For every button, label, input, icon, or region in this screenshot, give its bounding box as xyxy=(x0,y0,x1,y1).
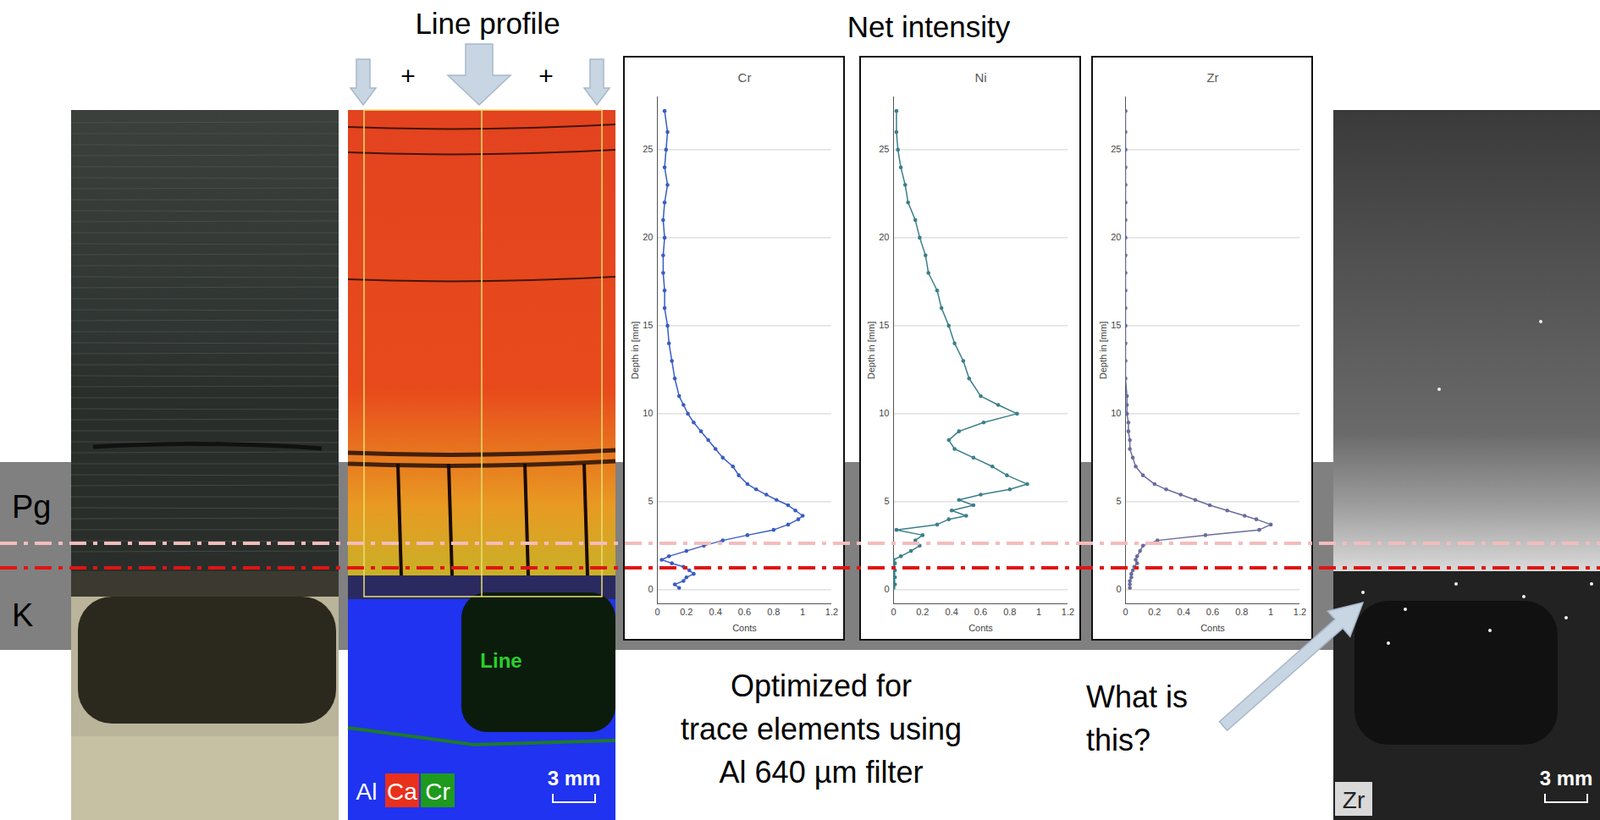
svg-text:Cr: Cr xyxy=(424,778,451,806)
svg-text:0: 0 xyxy=(654,606,660,618)
svg-text:20: 20 xyxy=(1110,231,1121,243)
svg-text:1: 1 xyxy=(800,606,806,618)
svg-text:0.8: 0.8 xyxy=(1235,606,1248,618)
svg-text:15: 15 xyxy=(642,320,653,331)
svg-text:1.2: 1.2 xyxy=(1293,606,1307,618)
svg-text:Zr: Zr xyxy=(1342,787,1365,814)
svg-text:15: 15 xyxy=(1110,320,1121,331)
svg-text:0.4: 0.4 xyxy=(1177,606,1191,618)
svg-text:15: 15 xyxy=(878,320,889,331)
svg-text:Depth in [mm]: Depth in [mm] xyxy=(866,321,877,380)
svg-text:Conts: Conts xyxy=(1200,623,1225,634)
svg-text:1: 1 xyxy=(1036,606,1042,618)
svg-text:10: 10 xyxy=(878,408,889,419)
svg-text:Pg: Pg xyxy=(11,489,51,525)
svg-text:1.2: 1.2 xyxy=(825,606,839,618)
svg-text:0: 0 xyxy=(1122,606,1128,618)
svg-text:Al: Al xyxy=(356,778,378,806)
svg-text:Line profile: Line profile xyxy=(414,6,560,40)
svg-text:Optimized for: Optimized for xyxy=(730,668,912,704)
svg-text:K: K xyxy=(11,597,34,634)
svg-text:0.2: 0.2 xyxy=(679,606,693,618)
svg-text:0.8: 0.8 xyxy=(1003,606,1016,618)
svg-text:Conts: Conts xyxy=(968,623,994,634)
svg-text:this?: this? xyxy=(1086,722,1151,758)
svg-text:0.6: 0.6 xyxy=(1206,606,1220,618)
svg-text:5: 5 xyxy=(883,496,889,507)
svg-text:Zr: Zr xyxy=(1206,70,1219,85)
svg-text:Ni: Ni xyxy=(974,70,987,85)
svg-text:Conts: Conts xyxy=(732,623,757,634)
svg-text:Cr: Cr xyxy=(738,70,752,85)
svg-text:25: 25 xyxy=(1110,143,1121,155)
svg-text:0.6: 0.6 xyxy=(974,606,988,618)
svg-text:3 mm: 3 mm xyxy=(547,766,602,790)
svg-text:+: + xyxy=(538,61,554,90)
svg-text:20: 20 xyxy=(878,231,889,243)
svg-text:0.4: 0.4 xyxy=(945,606,959,618)
svg-text:Al 640 µm filter: Al 640 µm filter xyxy=(719,755,924,790)
svg-text:20: 20 xyxy=(642,231,653,243)
svg-text:0.8: 0.8 xyxy=(766,606,780,618)
svg-text:Net intensity: Net intensity xyxy=(847,10,1011,44)
svg-text:0: 0 xyxy=(1115,584,1121,595)
svg-text:10: 10 xyxy=(642,408,653,419)
svg-text:0.2: 0.2 xyxy=(1147,606,1161,618)
svg-text:10: 10 xyxy=(1110,408,1121,419)
svg-text:5: 5 xyxy=(647,496,653,507)
svg-text:0: 0 xyxy=(883,584,889,595)
svg-text:Depth in [mm]: Depth in [mm] xyxy=(1097,321,1109,380)
svg-text:1.2: 1.2 xyxy=(1061,606,1075,618)
svg-text:Depth in [mm]: Depth in [mm] xyxy=(629,321,640,380)
svg-text:25: 25 xyxy=(878,143,889,155)
svg-text:1: 1 xyxy=(1268,606,1274,618)
svg-text:+: + xyxy=(400,61,416,90)
svg-text:0.2: 0.2 xyxy=(915,606,929,618)
svg-text:0: 0 xyxy=(647,584,653,595)
svg-text:25: 25 xyxy=(642,143,653,155)
svg-text:trace elements using: trace elements using xyxy=(680,711,962,747)
svg-text:0.6: 0.6 xyxy=(738,606,751,618)
svg-text:0.4: 0.4 xyxy=(709,606,723,618)
svg-text:3 mm: 3 mm xyxy=(1539,766,1594,790)
svg-text:Ca: Ca xyxy=(386,778,418,806)
svg-text:0: 0 xyxy=(890,606,896,618)
svg-text:Line: Line xyxy=(480,649,522,673)
svg-text:5: 5 xyxy=(1115,496,1121,507)
svg-text:What is: What is xyxy=(1086,679,1188,715)
